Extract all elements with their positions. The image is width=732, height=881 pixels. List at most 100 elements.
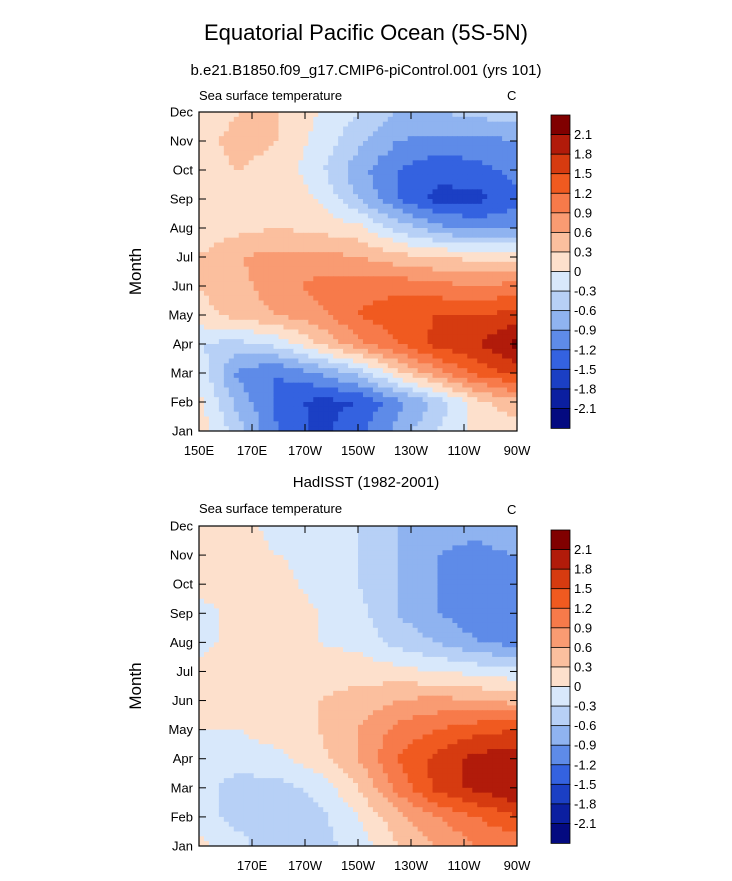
heatmap-cell — [397, 550, 404, 556]
heatmap-cell — [482, 276, 488, 282]
heatmap-cell — [253, 170, 260, 176]
heatmap-cell — [387, 165, 394, 171]
heatmap-cell — [362, 228, 369, 234]
heatmap-cell — [387, 174, 394, 181]
heatmap-cell — [203, 165, 210, 171]
heatmap-cell — [447, 145, 454, 152]
heatmap-cell — [472, 540, 478, 546]
heatmap-cell — [472, 252, 478, 258]
heatmap-cell — [467, 286, 473, 292]
heatmap-cell — [263, 392, 270, 398]
heatmap-cell — [452, 397, 458, 403]
heatmap-cell — [323, 540, 329, 546]
heatmap-cell — [293, 281, 299, 287]
heatmap-cell — [487, 339, 493, 345]
heatmap-cell — [223, 555, 230, 561]
heatmap-cell — [328, 295, 334, 302]
heatmap-cell — [208, 131, 215, 137]
heatmap-cell — [248, 416, 255, 422]
heatmap-cell — [333, 344, 339, 350]
heatmap-cell — [328, 392, 334, 398]
heatmap-cell — [392, 174, 399, 181]
colorbar-swatch — [550, 231, 571, 253]
heatmap-cell — [427, 208, 434, 215]
heatmap-cell — [298, 348, 304, 355]
heatmap-cell — [512, 290, 517, 297]
heatmap-cell — [422, 184, 429, 190]
heatmap-cell — [303, 530, 309, 537]
heatmap-cell — [283, 228, 290, 234]
heatmap-cell — [273, 276, 280, 282]
heatmap-cell — [303, 194, 309, 200]
heatmap-cell — [412, 344, 419, 350]
heatmap-cell — [303, 131, 309, 137]
heatmap-cell — [213, 199, 220, 205]
heatmap-cell — [358, 242, 364, 248]
heatmap-cell — [447, 387, 454, 393]
heatmap-cell — [233, 203, 240, 210]
heatmap-cell — [199, 281, 205, 287]
heatmap-cell — [238, 228, 245, 234]
heatmap-cell — [417, 329, 424, 335]
heatmap-cell — [367, 334, 374, 340]
heatmap-cell — [243, 121, 250, 128]
colorbar-label: 2.1 — [574, 127, 592, 142]
heatmap-cell — [313, 569, 319, 576]
heatmap-cell — [228, 416, 235, 422]
heatmap-cell — [402, 344, 409, 350]
heatmap-cell — [268, 392, 275, 398]
heatmap-cell — [199, 266, 205, 273]
heatmap-cell — [507, 145, 513, 152]
heatmap-cell — [213, 353, 220, 360]
heatmap-cell — [248, 411, 255, 418]
heatmap-cell — [213, 247, 220, 253]
heatmap-cell — [362, 266, 369, 273]
heatmap-cell — [333, 569, 339, 576]
heatmap-cell — [492, 174, 498, 181]
heatmap-cell — [372, 334, 379, 340]
heatmap-cell — [477, 286, 483, 292]
heatmap-cell — [358, 324, 364, 331]
heatmap-cell — [313, 339, 319, 345]
heatmap-cell — [288, 550, 295, 556]
heatmap-cell — [472, 112, 478, 118]
heatmap-cell — [273, 223, 280, 229]
heatmap-cell — [218, 339, 225, 345]
heatmap-cell — [253, 121, 260, 128]
heatmap-cell — [293, 416, 299, 422]
heatmap-cell — [457, 112, 463, 118]
heatmap-cell — [268, 421, 275, 427]
heatmap-cell — [313, 426, 319, 431]
heatmap-cell — [258, 257, 265, 263]
heatmap-cell — [472, 382, 478, 389]
heatmap-cell — [392, 218, 399, 224]
heatmap-cell — [442, 387, 449, 393]
heatmap-cell — [377, 377, 384, 384]
heatmap-cell — [273, 416, 280, 422]
heatmap-cell — [318, 526, 324, 532]
heatmap-cell — [323, 545, 329, 551]
heatmap-cell — [353, 411, 359, 418]
heatmap-cell — [243, 550, 250, 556]
heatmap-cell — [348, 150, 354, 157]
heatmap-cell — [288, 377, 295, 384]
heatmap-cell — [223, 126, 230, 132]
heatmap-cell — [422, 382, 429, 389]
heatmap-cell — [487, 170, 493, 176]
heatmap-cell — [298, 382, 304, 389]
heatmap-cell — [298, 373, 304, 379]
heatmap-cell — [397, 174, 404, 181]
heatmap-cell — [208, 574, 215, 580]
heatmap-cell — [288, 526, 295, 532]
heatmap-cell — [402, 368, 409, 374]
heatmap-cell — [308, 530, 314, 537]
heatmap-cell — [313, 373, 319, 379]
heatmap-cell — [199, 411, 205, 418]
heatmap-cell — [422, 141, 429, 147]
heatmap-cell — [407, 276, 414, 282]
heatmap-cell — [223, 286, 230, 292]
heatmap-cell — [377, 373, 384, 379]
heatmap-cell — [208, 252, 215, 258]
heatmap-cell — [362, 416, 369, 422]
heatmap-cell — [208, 145, 215, 152]
